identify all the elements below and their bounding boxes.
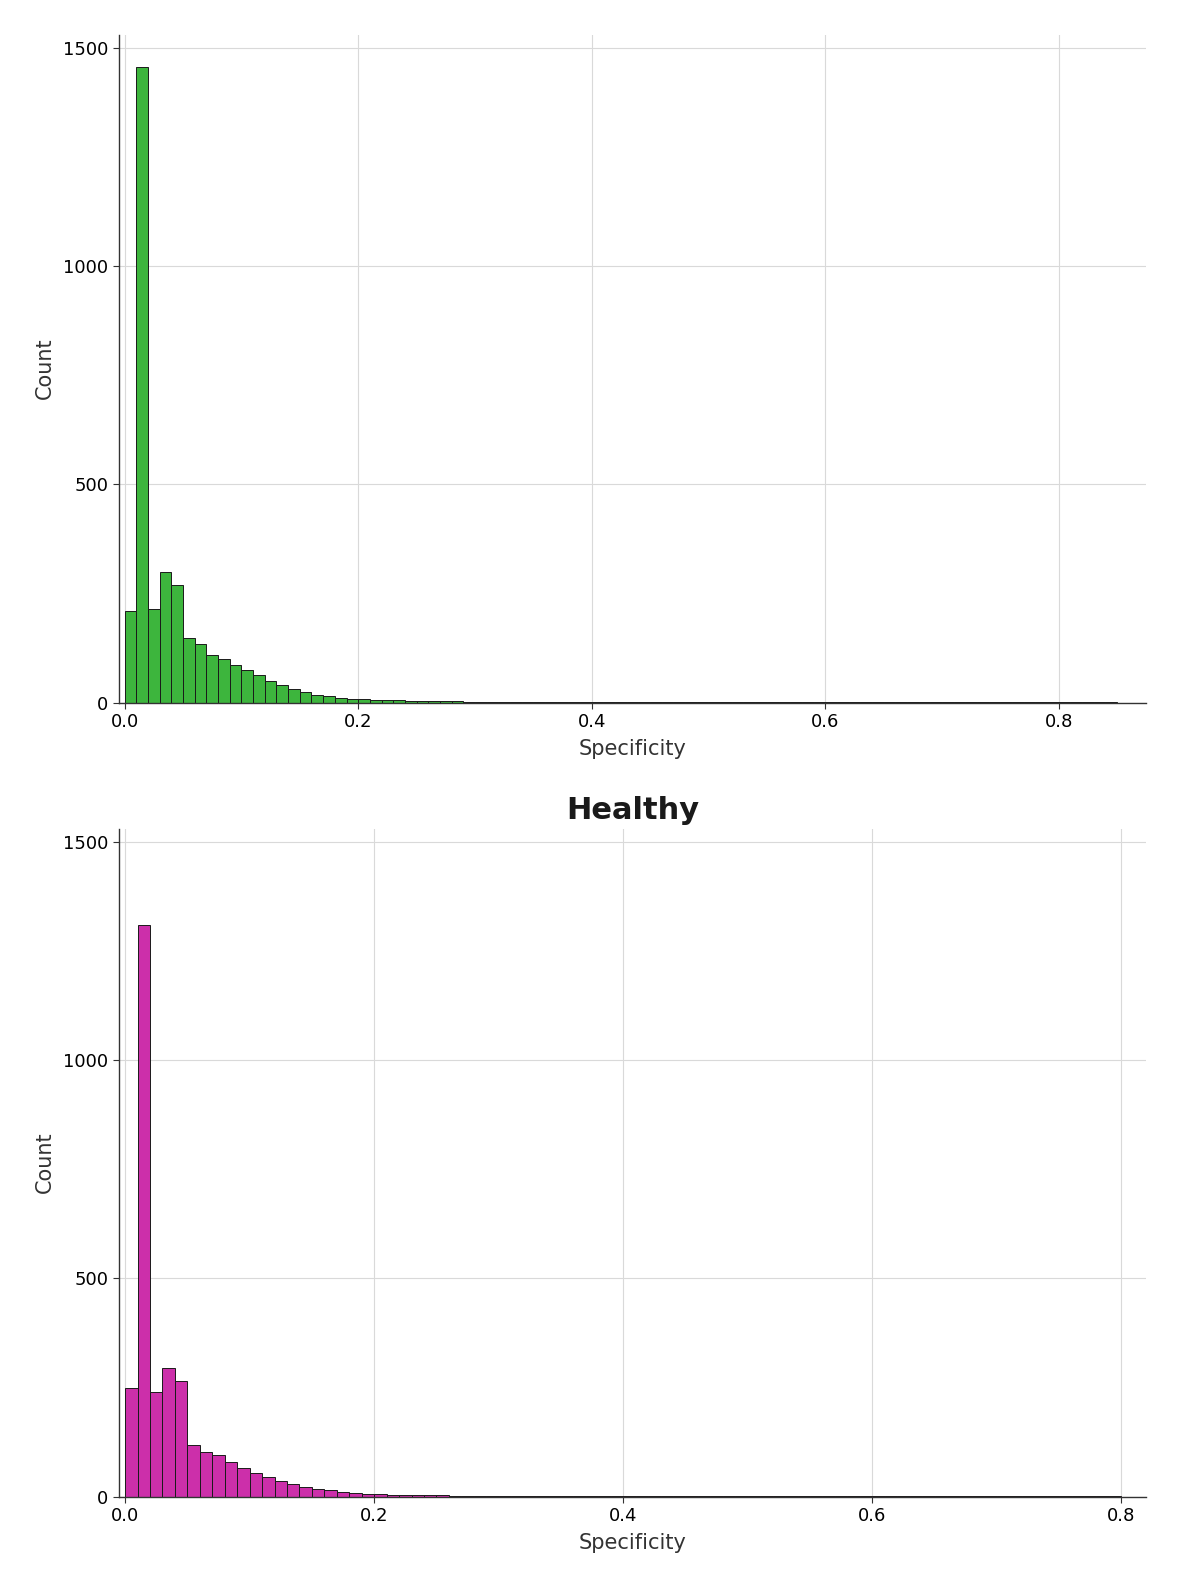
Bar — [276, 684, 288, 702]
Bar — [393, 700, 405, 702]
Bar — [312, 1488, 325, 1496]
Bar — [262, 1477, 274, 1496]
Bar — [125, 611, 136, 702]
Bar — [350, 1493, 361, 1496]
Bar — [137, 924, 150, 1496]
Bar — [224, 1461, 237, 1496]
Bar — [325, 1491, 337, 1496]
Y-axis label: Count: Count — [34, 1132, 54, 1194]
Bar — [213, 1455, 224, 1496]
Bar — [335, 697, 346, 702]
Bar — [150, 1391, 163, 1496]
Bar — [381, 700, 393, 702]
Bar — [230, 665, 241, 702]
Bar — [253, 675, 265, 702]
Bar — [312, 694, 324, 702]
Bar — [265, 681, 276, 702]
Bar — [288, 689, 300, 702]
Bar — [300, 1486, 312, 1496]
Bar — [374, 1494, 386, 1496]
Bar — [183, 638, 195, 702]
Bar — [370, 700, 381, 702]
Bar — [274, 1482, 287, 1496]
Y-axis label: Count: Count — [34, 338, 54, 400]
Bar — [241, 670, 253, 702]
Bar — [399, 1494, 411, 1496]
Bar — [175, 1382, 188, 1496]
Bar — [136, 67, 148, 702]
Bar — [287, 1485, 300, 1496]
Bar — [237, 1469, 249, 1496]
Bar — [159, 572, 171, 702]
Bar — [405, 700, 417, 702]
Bar — [148, 608, 159, 702]
Bar — [188, 1445, 200, 1496]
Bar — [386, 1494, 399, 1496]
Bar — [207, 654, 218, 702]
X-axis label: Specificity: Specificity — [579, 740, 686, 759]
Bar — [218, 659, 230, 702]
Bar — [195, 643, 207, 702]
Bar — [358, 699, 370, 702]
Bar — [300, 692, 312, 702]
Bar — [249, 1472, 262, 1496]
Bar — [163, 1367, 175, 1496]
Text: Healthy: Healthy — [566, 796, 699, 826]
Bar — [361, 1494, 374, 1496]
Bar — [324, 697, 335, 702]
Bar — [200, 1451, 213, 1496]
X-axis label: Specificity: Specificity — [579, 1534, 686, 1553]
Bar — [337, 1491, 350, 1496]
Bar — [171, 584, 183, 702]
Bar — [346, 699, 358, 702]
Bar — [125, 1388, 137, 1496]
Bar — [417, 700, 429, 702]
